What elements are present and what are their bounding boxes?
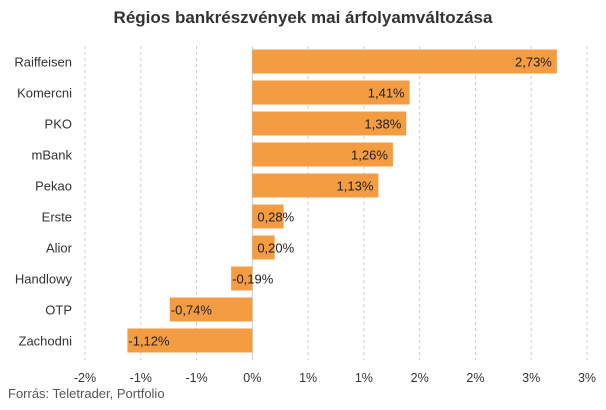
x-tick-label: 3%	[578, 371, 596, 385]
bar	[252, 49, 557, 74]
bar	[252, 142, 393, 167]
category-label: OTP	[45, 303, 72, 318]
data-label: 0,20%	[257, 241, 294, 256]
bar	[231, 266, 253, 291]
bar	[252, 204, 284, 229]
bar	[252, 173, 379, 198]
category-label: PKO	[45, 117, 72, 132]
bar	[169, 297, 253, 322]
x-tick-label: 2%	[466, 371, 484, 385]
data-label: 2,73%	[515, 55, 552, 70]
category-label: Komercni	[17, 86, 72, 101]
bar	[127, 328, 253, 353]
x-tick-label: 1%	[299, 371, 317, 385]
gridlines	[84, 46, 588, 360]
x-tick-label: 3%	[522, 371, 540, 385]
category-label: Handlowy	[15, 272, 73, 287]
bar	[252, 235, 275, 260]
data-labels: 2,73% 1,41% 1,38% 1,26% 1,13% 0,28% 0,20% -0,19…	[128, 55, 552, 349]
data-label: 1,41%	[368, 86, 405, 101]
category-labels: Raiffeisen Komercni PKO mBank Pekao Erste Alio…	[14, 55, 72, 349]
x-tick-label: 2%	[411, 371, 429, 385]
data-label: -1,12%	[128, 334, 170, 349]
x-axis-tick-labels: -2% -1% -1% 0% 1% 1% 2% 2% 3% 3%	[74, 371, 596, 385]
x-tick-label: -1%	[130, 371, 152, 385]
source-note: Forrás: Teletrader, Portfolio	[8, 386, 165, 401]
data-label: 1,38%	[364, 117, 401, 132]
x-tick-label: -2%	[74, 371, 96, 385]
category-label: mBank	[32, 148, 73, 163]
x-tick-label: 1%	[355, 371, 373, 385]
data-label: 0,28%	[257, 210, 294, 225]
data-label: 1,26%	[351, 148, 388, 163]
data-label: -0,19%	[232, 272, 274, 287]
data-label: -0,74%	[171, 303, 213, 318]
bars	[127, 49, 557, 353]
category-label: Raiffeisen	[14, 55, 72, 70]
x-tick-label: -1%	[185, 371, 207, 385]
data-label: 1,13%	[337, 179, 374, 194]
category-label: Alior	[46, 241, 73, 256]
x-tick-label: 0%	[243, 371, 261, 385]
category-label: Erste	[42, 210, 72, 225]
bar	[252, 111, 407, 136]
category-label: Pekao	[35, 179, 72, 194]
category-label: Zachodni	[19, 334, 73, 349]
bar	[252, 80, 410, 105]
chart-title: Régios bankrészvények mai árfolyamváltoz…	[113, 8, 493, 27]
